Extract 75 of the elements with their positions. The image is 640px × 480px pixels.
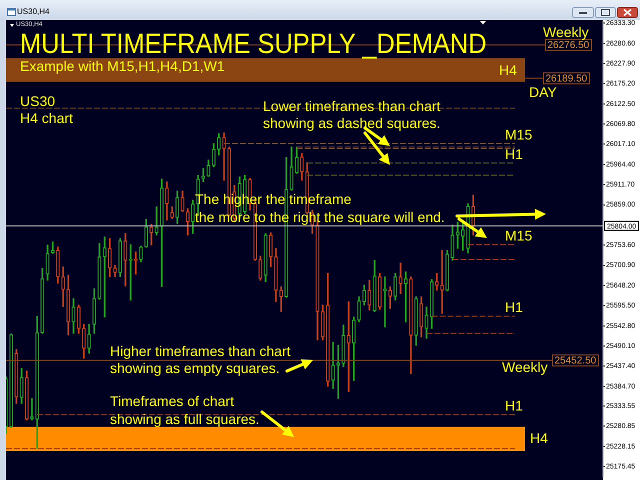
candlestick: [222, 132, 226, 181]
candlestick: [294, 146, 299, 174]
candlestick: [40, 268, 44, 334]
candlestick: [450, 224, 454, 261]
annotation: DAY: [529, 84, 557, 101]
candlestick: [98, 243, 102, 300]
candlestick: [144, 219, 148, 248]
annotation: Weekly: [543, 24, 589, 41]
annotation: US30 H4 chart: [20, 93, 73, 127]
candlestick: [66, 274, 70, 336]
candlestick: [290, 146, 294, 191]
candlestick: [372, 260, 376, 312]
candlestick: [24, 370, 29, 420]
candlestick: [165, 181, 169, 220]
candlestick: [456, 222, 460, 249]
candlestick: [46, 244, 50, 281]
candlestick: [346, 301, 350, 392]
ref-line-label: M15: [505, 126, 532, 142]
candlestick: [274, 248, 278, 302]
annotation: Higher timeframes than chart showing as empty squares.: [110, 343, 291, 377]
annotation: Lower timeframes than chart showing as dashed squares.: [263, 98, 440, 132]
candlestick: [352, 316, 356, 381]
candlestick: [175, 190, 180, 224]
candlestick: [409, 276, 413, 374]
candlestick: [445, 250, 450, 292]
chart-title: MULTI TIMEFRAME SUPPLY _DEMAND: [20, 28, 487, 59]
candlestick: [398, 262, 402, 294]
candlestick: [378, 272, 382, 310]
ref-line-label: 26276.50: [548, 40, 590, 52]
candlestick: [108, 238, 112, 278]
candlestick: [150, 224, 154, 246]
candlestick: [357, 296, 361, 322]
band-label: H4: [530, 430, 548, 446]
candlestick: [154, 206, 158, 236]
ref-line-label: 25452.50: [554, 356, 597, 367]
annotation: Weekly: [502, 359, 548, 376]
candlestick: [56, 246, 60, 284]
candlestick: [30, 398, 34, 420]
candlestick: [206, 160, 210, 177]
candlestick: [180, 190, 184, 212]
candlestick: [440, 250, 444, 314]
candlestick: [50, 242, 55, 254]
band-label: H4: [499, 62, 518, 78]
candlestick: [424, 306, 428, 339]
text: Example with M15,H1,H4,D1,W1: [20, 58, 225, 74]
candlestick: [383, 276, 387, 328]
ref-line-label: 26189.50: [546, 73, 588, 84]
candlestick: [191, 200, 195, 234]
candlestick: [258, 256, 262, 281]
candlestick: [217, 133, 221, 156]
candlestick: [336, 344, 340, 399]
candlestick: [264, 233, 268, 282]
candlestick: [72, 298, 76, 334]
candlestick: [113, 264, 117, 278]
candlestick: [419, 296, 424, 338]
candlestick: [342, 324, 346, 368]
annotation: Timeframes of chart showing as full squares.: [110, 393, 260, 428]
candlestick: [331, 342, 335, 389]
candlestick: [268, 232, 273, 268]
candlestick: [20, 368, 24, 404]
candlestick: [201, 168, 206, 182]
candlestick: [139, 246, 143, 262]
ref-line-label: H1: [505, 299, 524, 316]
candlestick: [160, 178, 164, 288]
ref-line-label: H1: [505, 397, 524, 414]
candlestick: [300, 153, 304, 181]
ref-line-label: M15: [505, 227, 532, 244]
text: US30,H4: [17, 6, 50, 16]
candlestick: [118, 238, 122, 278]
candlestick: [82, 324, 86, 359]
candlestick: [87, 324, 91, 354]
candlestick: [76, 304, 81, 334]
ref-line-label: H1: [505, 146, 524, 162]
candlestick: [362, 284, 366, 306]
candlestick: [368, 280, 372, 310]
